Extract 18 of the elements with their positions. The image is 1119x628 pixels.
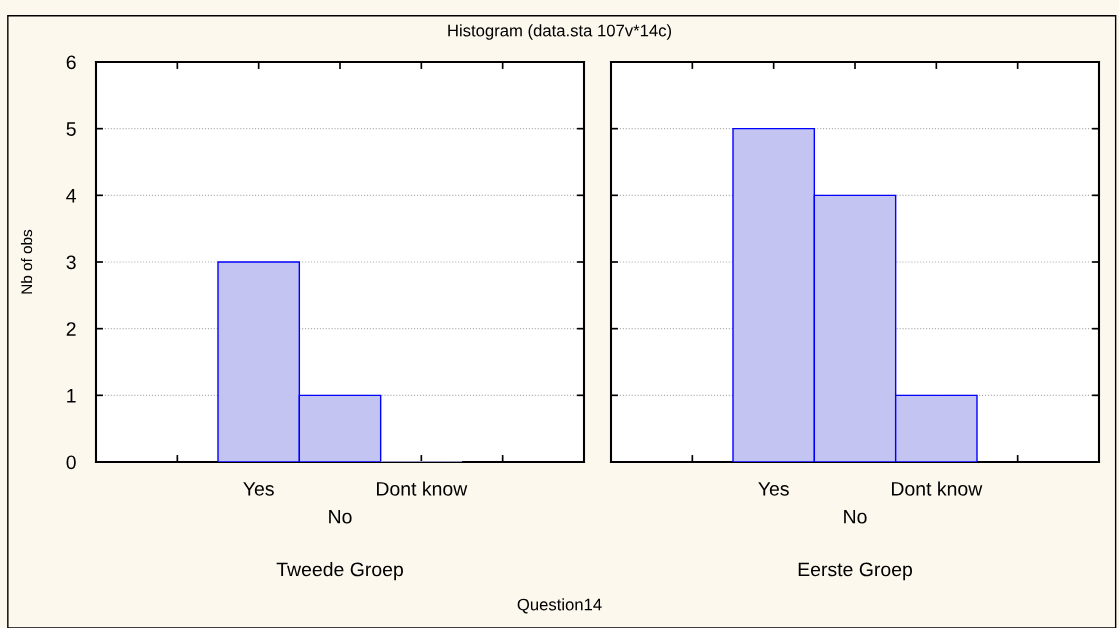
- y-tick-label: 6: [66, 55, 76, 70]
- y-axis-title: Nb of obs: [20, 229, 33, 294]
- y-tick-label: 3: [66, 255, 76, 270]
- y-tick-label: 1: [67, 389, 76, 403]
- y-tick-label: 2: [66, 322, 76, 336]
- x-tick-label: Yes: [243, 482, 274, 496]
- y-tick-label: 0: [66, 455, 76, 470]
- x-tick-label: Dont know: [377, 481, 468, 496]
- y-tick-label: 4: [66, 189, 76, 203]
- x-tick-label: Dont know: [892, 481, 983, 496]
- text: Question14: [517, 598, 602, 614]
- x-axis-title: Tweede Groep: [276, 562, 403, 581]
- x-tick-label: No: [844, 509, 867, 524]
- chart-title: Histogram (data.sta 107v*14c): [448, 24, 672, 40]
- x-axis-title: Eerste Groep: [798, 562, 913, 581]
- x-tick-label: Yes: [758, 482, 789, 496]
- x-tick-label: No: [329, 509, 352, 524]
- y-tick-label: 5: [66, 122, 76, 136]
